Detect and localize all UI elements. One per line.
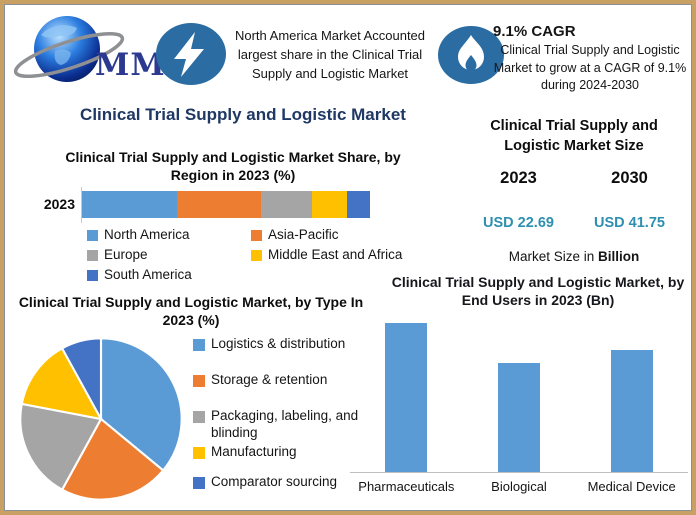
legend-item-south-america-swatch xyxy=(87,269,98,281)
legend-item-middle-east-and-africa: Middle East and Africa xyxy=(251,247,427,264)
legend-item-asia-pacific-label: Asia-Pacific xyxy=(268,227,339,242)
legend-item-packaging-labeling-and-blinding-swatch xyxy=(193,410,205,423)
market-size-year-2023: 2023 xyxy=(500,169,537,188)
legend-item-packaging-labeling-and-blinding: Packaging, labeling, and blinding xyxy=(193,408,361,442)
end-users-bar-biological xyxy=(498,363,540,472)
lightning-icon xyxy=(174,32,204,77)
region-stacked-bar xyxy=(82,191,370,218)
globe-logo-graphic: MMR xyxy=(13,16,191,83)
globe-swoosh-ring xyxy=(13,31,125,79)
legend-item-south-america: South America xyxy=(87,267,251,284)
globe-continent-shape xyxy=(41,25,77,38)
market-size-note-prefix: Market Size in xyxy=(508,249,599,265)
legend-item-north-america-swatch xyxy=(87,230,98,241)
end-users-column-medical-device xyxy=(575,320,688,472)
end-users-plot xyxy=(350,320,688,473)
end-users-bar-medical-device xyxy=(610,350,653,472)
lightning-badge xyxy=(155,22,227,86)
pie-slice-comparator-sourcing xyxy=(60,337,103,420)
legend-item-europe-label: Europe xyxy=(104,246,148,262)
end-users-column-pharmaceuticals xyxy=(350,320,463,472)
legend-item-comparator-sourcing: Comparator sourcing xyxy=(193,474,361,491)
type-chart-legend: Logistics & distribution Storage & retent… xyxy=(193,336,361,510)
legend-item-comparator-sourcing-swatch xyxy=(193,477,205,490)
market-size-note-unit: Billion xyxy=(598,249,640,265)
region-segment-south-america xyxy=(346,191,370,218)
legend-item-storage-retention-swatch xyxy=(193,374,205,387)
legend-item-logistics-distribution: Logistics & distribution xyxy=(193,336,361,353)
pie-slice-logistics-distribution xyxy=(99,337,183,472)
end-users-column-biological xyxy=(463,320,576,472)
legend-item-middle-east-and-africa-label: Middle East and Africa xyxy=(268,246,403,262)
legend-item-europe: Europe xyxy=(87,247,251,264)
pie-slice-packaging-labeling-and-blinding xyxy=(19,402,103,492)
legend-item-manufacturing-swatch xyxy=(193,446,205,459)
legend-item-comparator-sourcing-label: Comparator sourcing xyxy=(211,474,338,490)
flame-icon xyxy=(458,35,484,70)
market-size-panel: Clinical Trial Supply and Logistic Marke… xyxy=(463,117,685,264)
legend-item-north-america: North America xyxy=(87,227,251,244)
market-size-value-2023: USD 22.69 xyxy=(483,215,554,232)
region-chart-category-label: 2023 xyxy=(43,196,75,212)
region-segment-asia-pacific xyxy=(177,191,261,218)
cagr-callout: 9.1% CAGR Clinical Trial Supply and Logi… xyxy=(491,23,689,95)
end-users-chart-title: Clinical Trial Supply and Logistic Marke… xyxy=(391,274,685,309)
globe-continent-shape xyxy=(54,49,71,65)
legend-item-storage-retention-label: Storage & retention xyxy=(211,371,328,387)
market-size-value-2030: USD 41.75 xyxy=(594,215,665,232)
legend-item-manufacturing: Manufacturing xyxy=(193,444,361,461)
cagr-text: Clinical Trial Supply and Logistic Marke… xyxy=(493,43,687,92)
end-users-category-labels: Pharmaceuticals Biological Medical Device xyxy=(350,479,688,494)
cagr-heading: 9.1% CAGR xyxy=(493,23,576,40)
infographic-inner: MMR North America Market Accounted large… xyxy=(4,4,692,511)
end-users-label-medical-device: Medical Device xyxy=(587,479,676,494)
end-users-bar-pharmaceuticals xyxy=(385,323,428,472)
legend-item-europe-swatch xyxy=(87,249,98,261)
legend-item-storage-retention: Storage & retention xyxy=(193,372,361,389)
region-segment-north-america xyxy=(82,191,178,218)
market-size-year-2030: 2030 xyxy=(611,169,648,188)
end-users-label-biological: Biological xyxy=(491,479,547,494)
pie-slice-manufacturing xyxy=(20,346,103,421)
legend-item-asia-pacific-swatch xyxy=(251,230,262,241)
market-size-values-row: USD 22.69 USD 41.75 xyxy=(463,201,685,231)
flame-icon-inner xyxy=(465,55,477,71)
end-users-label-pharmaceuticals: Pharmaceuticals xyxy=(358,479,455,494)
market-size-note: Market Size in Billion xyxy=(463,249,685,264)
market-size-title: Clinical Trial Supply and Logistic Marke… xyxy=(490,118,658,154)
legend-item-logistics-distribution-label: Logistics & distribution xyxy=(211,336,346,351)
type-chart-title: Clinical Trial Supply and Logistic Marke… xyxy=(18,294,364,329)
region-segment-europe xyxy=(260,191,313,218)
region-segment-middle-east-and-africa xyxy=(312,191,347,218)
type-pie-svg xyxy=(19,337,183,501)
legend-item-south-america-label: South America xyxy=(104,266,192,282)
legend-item-logistics-distribution-swatch xyxy=(193,339,205,351)
flame-badge xyxy=(437,25,505,85)
region-chart-title: Clinical Trial Supply and Logistic Marke… xyxy=(65,149,401,184)
market-size-years-row: 2023 2030 xyxy=(463,169,685,188)
page-title: Clinical Trial Supply and Logistic Marke… xyxy=(80,105,406,124)
region-chart-legend: North America Asia-Pacific Europe Middle Ea… xyxy=(87,227,427,284)
header-highlight-text: North America Market Accounted largest s… xyxy=(234,28,426,81)
mmr-logo: MMR xyxy=(11,9,191,95)
legend-item-asia-pacific: Asia-Pacific xyxy=(251,227,427,244)
region-chart-axis-line xyxy=(81,187,82,223)
legend-item-middle-east-and-africa-swatch xyxy=(251,249,262,261)
legend-item-north-america-label: North America xyxy=(104,227,190,242)
type-pie-chart xyxy=(17,335,185,503)
legend-item-manufacturing-label: Manufacturing xyxy=(211,443,297,459)
pie-slice-storage-retention xyxy=(60,417,165,501)
legend-item-packaging-labeling-and-blinding-label: Packaging, labeling, and blinding xyxy=(211,407,359,440)
